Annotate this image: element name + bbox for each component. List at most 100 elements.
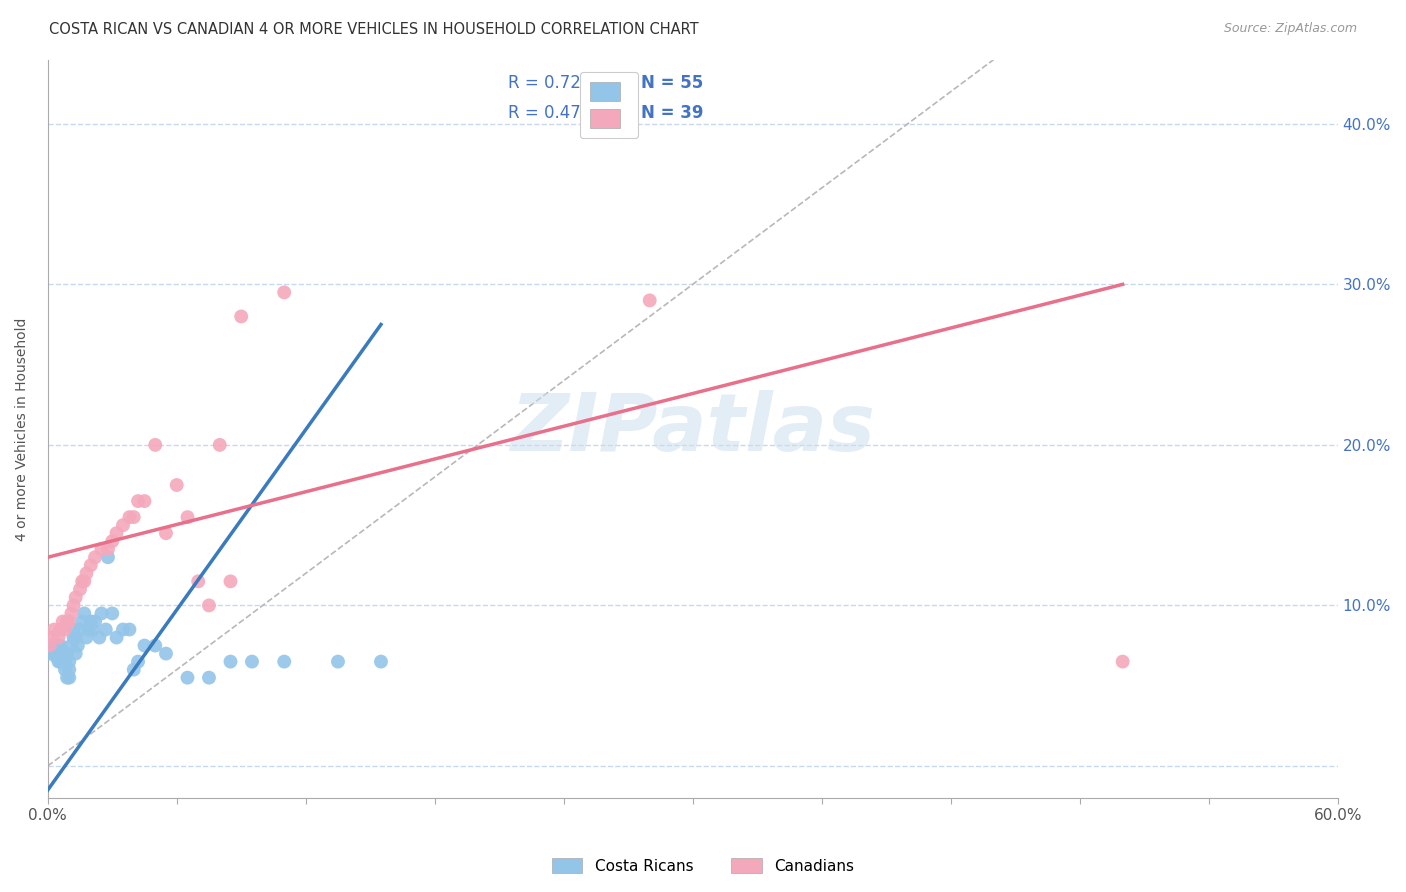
Point [127, 494, 149, 508]
Point [60, 607, 83, 621]
Point [75, 566, 97, 581]
Point [48, 631, 70, 645]
Point [65, 631, 87, 645]
Point [58, 615, 80, 629]
Point [58, 663, 80, 677]
Point [82, 623, 104, 637]
Point [111, 518, 134, 533]
Point [143, 438, 166, 452]
Point [77, 623, 100, 637]
Point [65, 647, 87, 661]
Point [134, 639, 156, 653]
Point [70, 574, 93, 589]
Point [122, 510, 145, 524]
Point [62, 631, 84, 645]
Point [80, 615, 103, 629]
Point [80, 558, 103, 573]
Point [48, 647, 70, 661]
Point [58, 671, 80, 685]
Point [48, 655, 70, 669]
Point [370, 655, 392, 669]
Point [84, 550, 107, 565]
Point [111, 623, 134, 637]
Point [65, 591, 87, 605]
Point [60, 639, 83, 653]
Point [155, 647, 177, 661]
Point [44, 623, 66, 637]
Point [41, 639, 63, 653]
Point [53, 647, 76, 661]
Point [41, 631, 63, 645]
Point [231, 310, 253, 324]
Point [52, 647, 75, 661]
Point [127, 655, 149, 669]
Point [69, 582, 91, 597]
Point [219, 574, 242, 589]
Point [1111, 655, 1133, 669]
Legend: , : , [579, 71, 638, 138]
Point [134, 494, 156, 508]
Point [56, 615, 79, 629]
Point [58, 655, 80, 669]
Point [62, 623, 84, 637]
Point [97, 550, 120, 565]
Point [176, 510, 198, 524]
Point [638, 293, 661, 308]
Point [187, 574, 209, 589]
Text: N = 55: N = 55 [641, 74, 703, 92]
Point [176, 671, 198, 685]
Text: COSTA RICAN VS CANADIAN 4 OR MORE VEHICLES IN HOUSEHOLD CORRELATION CHART: COSTA RICAN VS CANADIAN 4 OR MORE VEHICL… [49, 22, 699, 37]
Point [45, 649, 67, 664]
Point [240, 655, 263, 669]
Point [53, 623, 76, 637]
Point [70, 615, 93, 629]
Legend: Costa Ricans, Canadians: Costa Ricans, Canadians [546, 852, 860, 880]
Point [52, 655, 75, 669]
Point [101, 607, 124, 621]
Text: R = 0.472: R = 0.472 [508, 103, 592, 122]
Point [75, 631, 97, 645]
Point [48, 639, 70, 653]
Point [62, 599, 84, 613]
Point [97, 542, 120, 557]
Text: ZIPatlas: ZIPatlas [510, 390, 875, 467]
Point [208, 438, 231, 452]
Text: Source: ZipAtlas.com: Source: ZipAtlas.com [1223, 22, 1357, 36]
Point [49, 623, 72, 637]
Point [38, 639, 60, 653]
Point [49, 655, 72, 669]
Point [118, 623, 141, 637]
Point [198, 671, 221, 685]
Point [45, 639, 67, 653]
Point [49, 639, 72, 653]
Point [73, 574, 96, 589]
Point [273, 655, 295, 669]
Point [38, 647, 60, 661]
Point [143, 639, 166, 653]
Text: N = 39: N = 39 [641, 103, 703, 122]
Point [219, 655, 242, 669]
Point [44, 643, 66, 657]
Point [53, 655, 76, 669]
Point [49, 647, 72, 661]
Point [69, 623, 91, 637]
Point [84, 615, 107, 629]
Point [90, 542, 112, 557]
Point [118, 510, 141, 524]
Point [56, 647, 79, 661]
Point [198, 599, 221, 613]
Point [273, 285, 295, 300]
Point [73, 607, 96, 621]
Point [90, 607, 112, 621]
Point [166, 478, 188, 492]
Y-axis label: 4 or more Vehicles in Household: 4 or more Vehicles in Household [15, 318, 30, 541]
Point [101, 534, 124, 549]
Point [326, 655, 349, 669]
Point [89, 631, 111, 645]
Point [94, 623, 117, 637]
Point [155, 526, 177, 541]
Point [66, 639, 89, 653]
Text: R = 0.720: R = 0.720 [508, 74, 592, 92]
Point [56, 671, 79, 685]
Point [105, 526, 128, 541]
